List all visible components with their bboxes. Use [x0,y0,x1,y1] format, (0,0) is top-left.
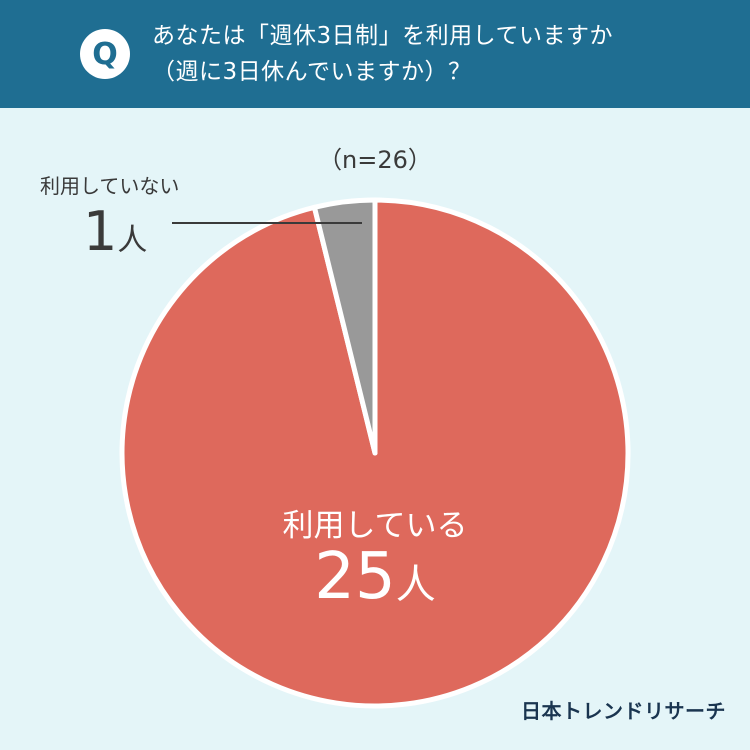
slice-count-using-unit: 人 [395,562,436,608]
pie-slice-not-using [311,197,378,456]
question-line-1: あなたは「週休3日制」を利用していますか [152,23,613,49]
slice-label-using: 利用している [282,508,468,544]
brand-logo: 日本トレンドリサーチ [521,699,726,723]
q-badge: Q [80,29,130,79]
slice-count-not-using: 1人 [83,200,147,263]
slice-count-using-number: 25 [314,540,396,614]
question-header: Q あなたは「週休3日制」を利用していますか （週に3日休んでいますか）？ [0,0,750,108]
slice-count-not-using-number: 1 [83,200,118,263]
slice-count-not-using-unit: 人 [117,223,148,258]
slice-count-using: 25人 [240,540,510,614]
question-text: あなたは「週休3日制」を利用していますか （週に3日休んでいますか）？ [152,18,613,90]
sample-size-label: （n=26） [318,146,432,174]
slice-label-not-using: 利用していない [40,174,180,198]
question-line-2: （週に3日休んでいますか）？ [152,59,472,85]
